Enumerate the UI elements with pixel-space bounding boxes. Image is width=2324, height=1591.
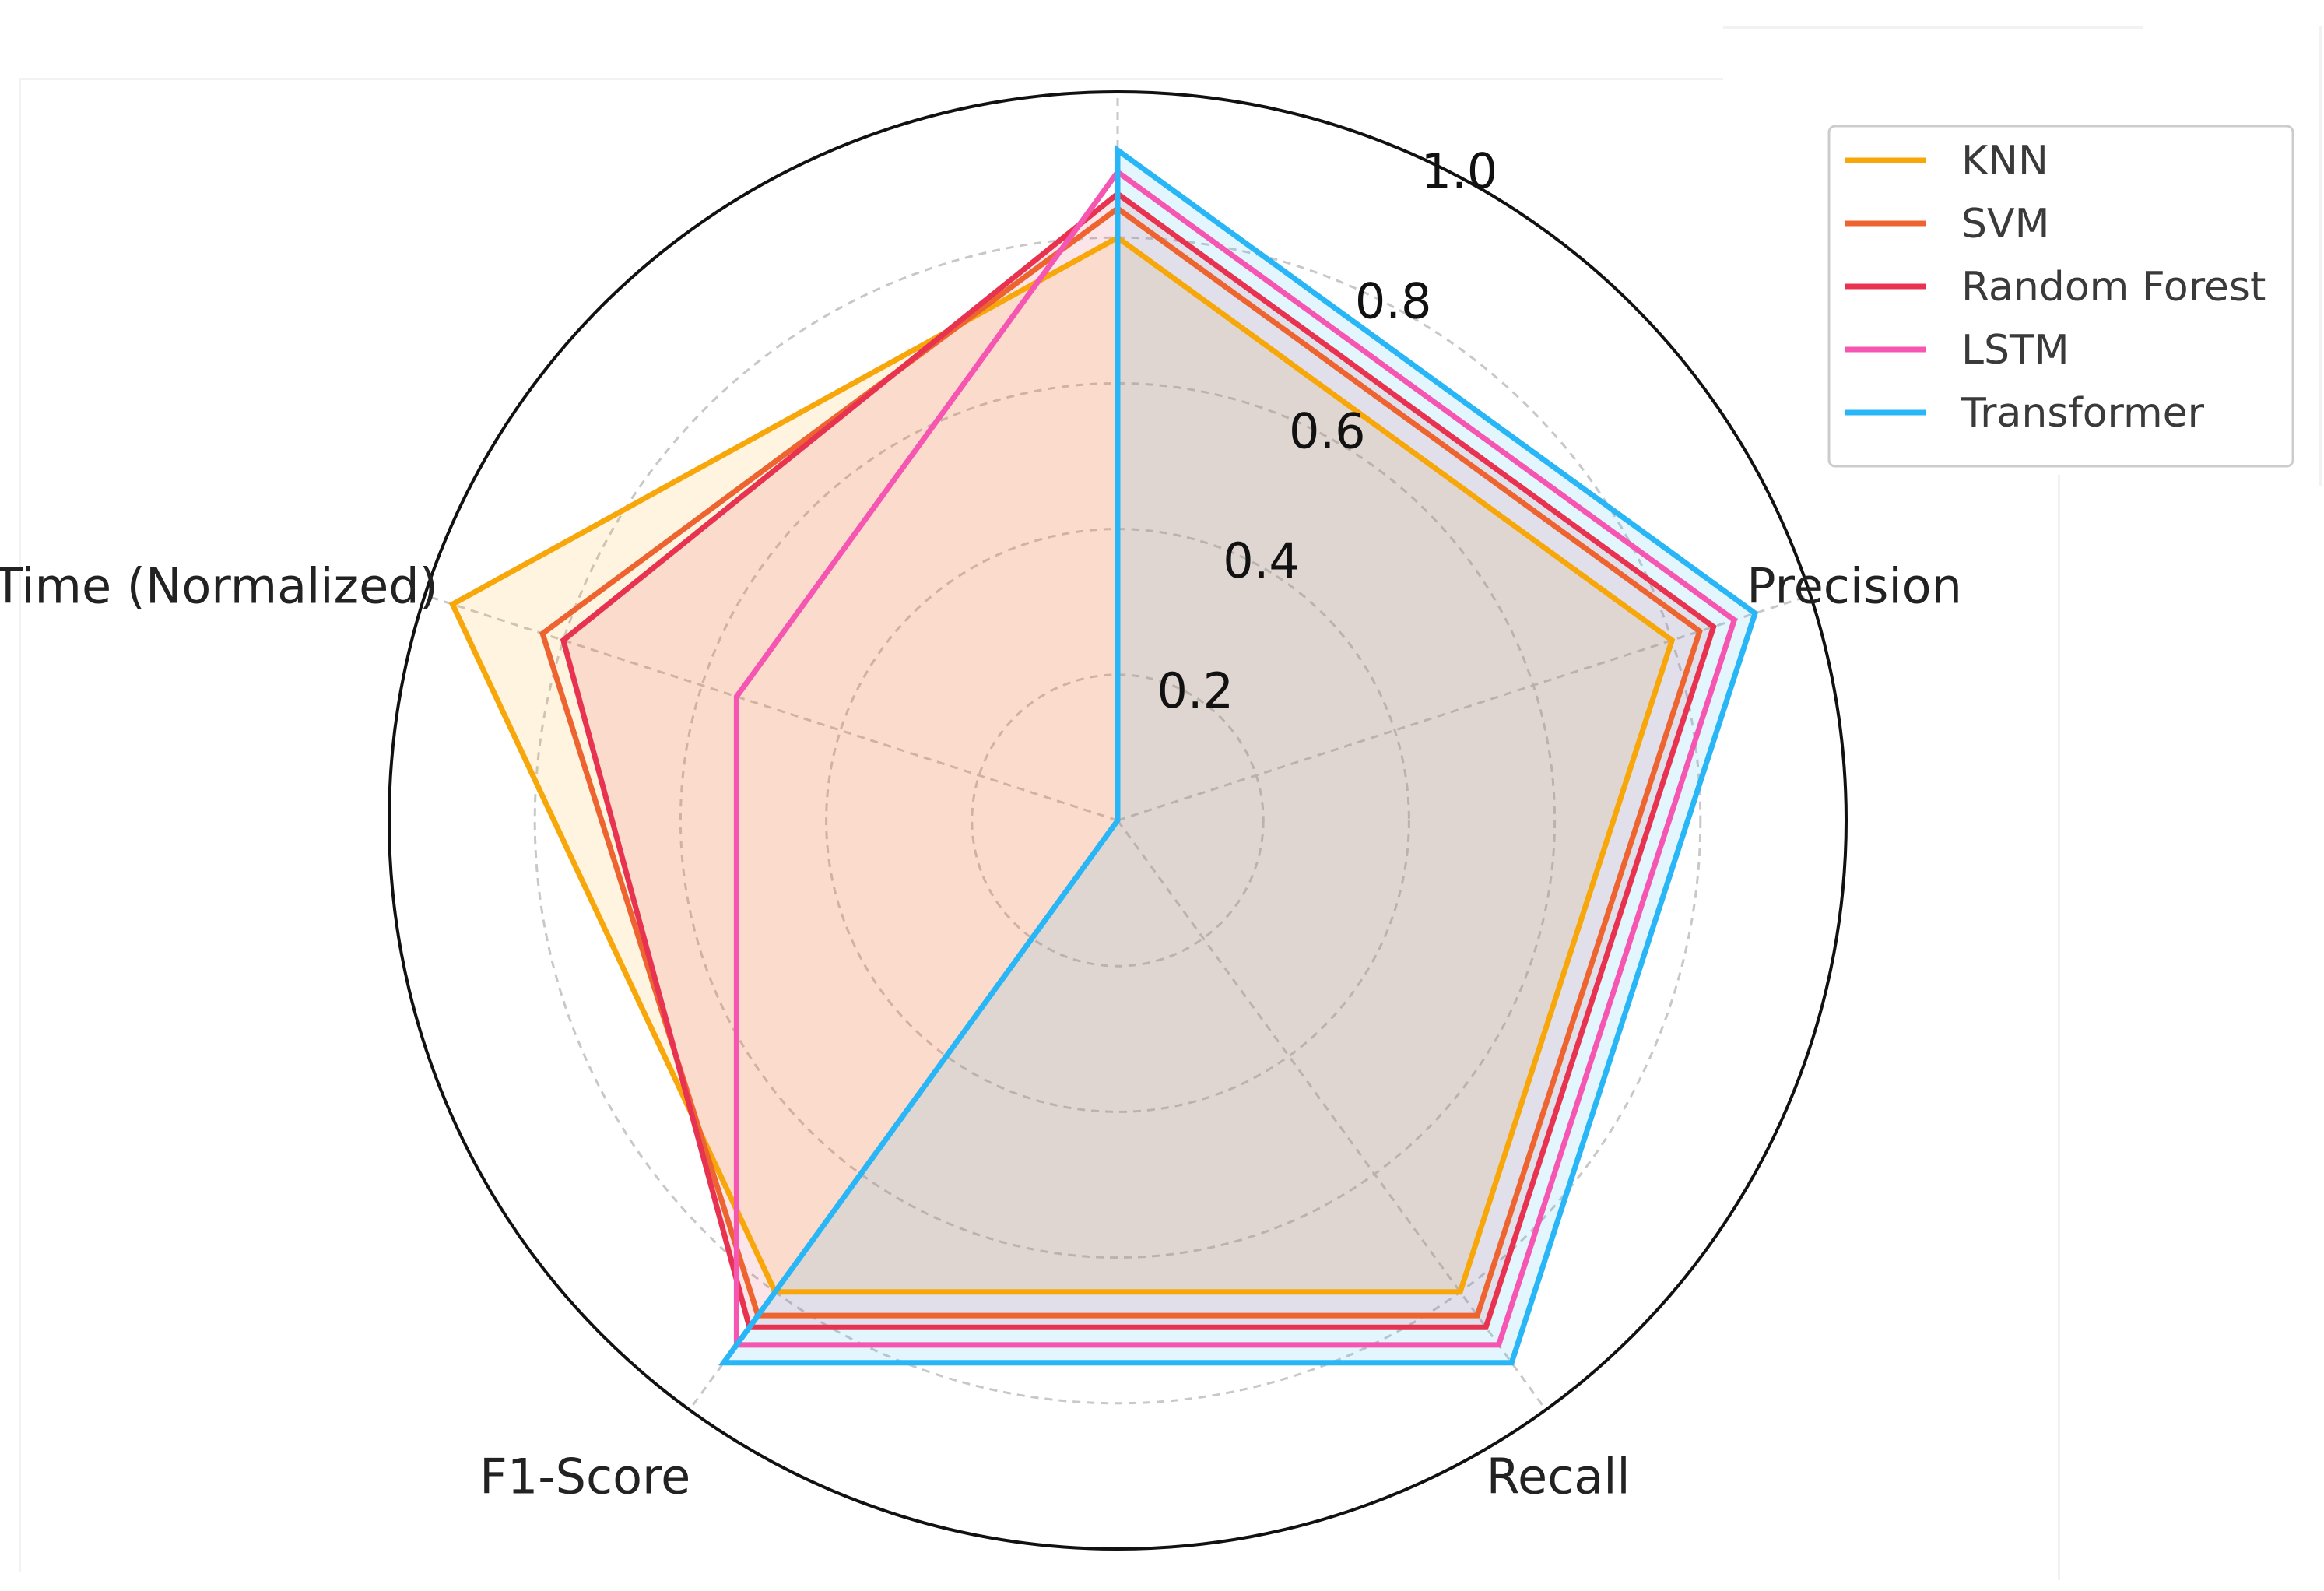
legend-label: KNN [1961, 138, 2048, 184]
panel-edge-left [19, 78, 21, 1572]
legend-box [1827, 125, 2294, 468]
radial-tick-label: 0.2 [1157, 662, 1234, 719]
series-line-transformer [718, 145, 1759, 1366]
legend-item-lstm: LSTM [1845, 327, 2069, 374]
grid-circle [825, 528, 1410, 1113]
legend-item-svm: SVM [1845, 201, 2049, 248]
radial-tick-label: 1.0 [1421, 142, 1498, 199]
axis-label-training-time-normalized: Training Time (Normalized) [0, 557, 438, 614]
legend-label: LSTM [1961, 327, 2069, 374]
axis-label-recall: Recall [1487, 1449, 1631, 1505]
axis-labels: Precision Recall F1-Score Training Time (No… [0, 557, 1962, 1505]
grid-spoke [1117, 594, 1811, 822]
legend-label: Random Forest [1961, 264, 2266, 311]
legend-item-knn: KNN [1845, 138, 2048, 184]
grid-spoke [1116, 820, 1547, 1411]
grid-circle [971, 673, 1265, 968]
legend: KNN SVM Random Forest LSTM Transformer [1827, 125, 2294, 468]
series-fill-random-forest [563, 194, 1714, 1328]
radial-tick-label: 0.4 [1223, 532, 1300, 589]
series-line-knn [448, 234, 1676, 1295]
radial-tick-label: 0.6 [1289, 402, 1366, 459]
series-fill-knn [452, 237, 1673, 1292]
panel-edge-top-left [19, 78, 1723, 80]
legend-items: KNN SVM Random Forest LSTM Transformer [1845, 138, 2266, 437]
series-line-random-forest [560, 190, 1717, 1330]
legend-label: SVM [1961, 201, 2049, 248]
axis-label-precision: Precision [1747, 557, 1962, 614]
axis-label-f1-score: F1-Score [479, 1449, 690, 1505]
outer-ring [388, 90, 1848, 1551]
radial-tick-label: 0.8 [1355, 272, 1432, 329]
series-line-lstm [733, 168, 1738, 1348]
panel-edge-right-lower [2058, 475, 2060, 1580]
legend-label: Transformer [1961, 390, 2205, 437]
panel-edge-legend-top [1723, 26, 2143, 29]
series-line-svm [539, 205, 1703, 1319]
series-fill-transformer [723, 149, 1755, 1363]
series-fills [452, 149, 1755, 1363]
legend-item-random-forest: Random Forest [1845, 264, 2266, 311]
series-lines [448, 145, 1759, 1366]
panel-edge-right-upper [2319, 26, 2322, 486]
radial-tick-labels: 0.2 0.4 0.6 0.8 1.0 [1157, 142, 1497, 719]
legend-item-transformer: Transformer [1845, 390, 2205, 437]
